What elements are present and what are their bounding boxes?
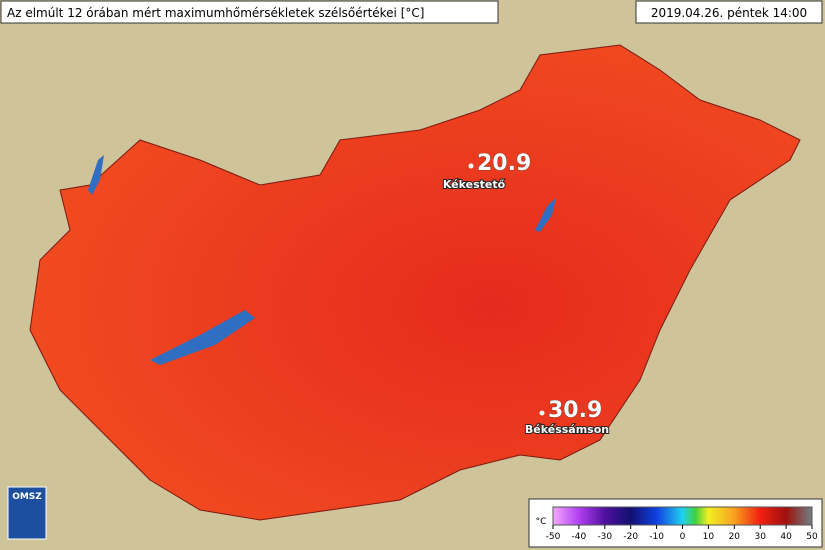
legend-tick-label: -10: [649, 532, 664, 542]
legend-unit: °C: [536, 517, 547, 527]
legend-tick-label: -50: [546, 532, 561, 542]
station-value: 30.9: [548, 398, 602, 423]
station-name: Békéssámson: [525, 423, 609, 436]
lake-tisza: [535, 198, 556, 232]
legend-tick-label: 50: [806, 532, 818, 542]
country-area: [29, 44, 801, 521]
station-dot: [468, 163, 474, 169]
title-box: [0, 0, 499, 24]
legend-tick-label: 0: [680, 532, 686, 542]
station-value: 20.9: [477, 151, 531, 176]
legend-tick-label: -40: [572, 532, 587, 542]
title: Az elmúlt 12 órában mért maximumhőmérsék…: [7, 6, 424, 20]
logo-text: OMSZ: [12, 492, 42, 502]
legend-tick-label: -30: [597, 532, 612, 542]
station-name: Kékestető: [443, 178, 506, 191]
colorbar: [552, 506, 813, 526]
timestamp: 2019.04.26. péntek 14:00: [651, 6, 807, 20]
station-dot: [539, 410, 545, 416]
lake-balaton: [150, 310, 255, 365]
legend-tick-label: 20: [729, 532, 741, 542]
logo: [7, 486, 47, 540]
lake-ferto: [88, 155, 104, 195]
timestamp-box: [635, 0, 823, 24]
legend-tick-label: -20: [623, 532, 638, 542]
legend-tick-label: 40: [780, 532, 792, 542]
legend-tick-label: 10: [703, 532, 715, 542]
legend-tick-label: 30: [754, 532, 766, 542]
